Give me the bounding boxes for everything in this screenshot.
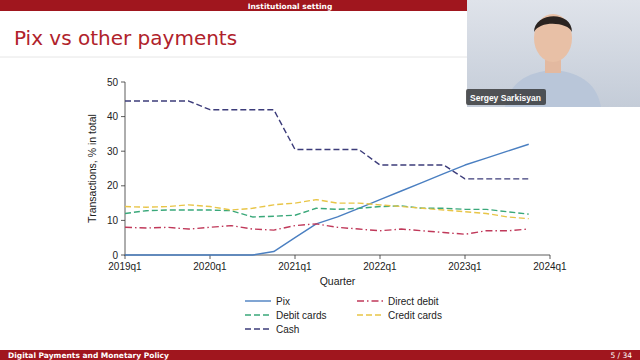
y-tick-label: 50	[107, 77, 119, 88]
chart: 0 10 20 30 40 50 2019q1 2020q1 2021q1 2022q1 2023q…	[86, 77, 567, 288]
x-tick-label: 2024q1	[533, 261, 567, 272]
legend-swatch	[245, 300, 271, 301]
y-tick-label: 40	[107, 111, 119, 122]
webcam: Sergey Sarkisyan	[466, 0, 640, 107]
page-number: 5 / 34	[610, 351, 632, 360]
background	[0, 0, 640, 360]
legend-label: Direct debit	[388, 296, 439, 307]
series-line	[125, 101, 529, 179]
x-tick-label: 2022q1	[363, 261, 397, 272]
legend-label: Debit cards	[276, 310, 327, 321]
footer-title: Digital Payments and Monetary Policy	[8, 351, 169, 360]
y-tick	[121, 220, 125, 221]
x-tick	[550, 255, 551, 259]
slide: Institutional setting Pix vs other paymen…	[0, 0, 640, 360]
webcam-frame	[467, 0, 640, 107]
y-axis	[125, 82, 126, 256]
x-tick	[295, 255, 296, 259]
legend-swatch	[357, 314, 383, 315]
footer-bar	[0, 350, 640, 360]
legend-swatch	[245, 314, 271, 315]
y-tick	[121, 116, 125, 117]
x-tick	[380, 255, 381, 259]
x-tick-label: 2021q1	[278, 261, 312, 272]
y-tick	[121, 185, 125, 186]
y-tick-label: 0	[112, 250, 118, 261]
webcam-face	[534, 14, 572, 62]
slide-title: Pix vs other payments	[14, 26, 237, 50]
x-tick-label: 2023q1	[448, 261, 482, 272]
legend-label: Credit cards	[388, 310, 442, 321]
x-axis-title: Quarter	[320, 275, 356, 287]
participant-name: Sergey Sarkisyan	[470, 93, 541, 103]
legend-swatch	[357, 300, 383, 301]
legend-label: Cash	[276, 324, 299, 335]
name-badge	[466, 89, 546, 105]
y-tick-label: 10	[107, 215, 119, 226]
y-tick	[121, 255, 125, 256]
x-tick	[465, 255, 466, 259]
x-tick-label: 2019q1	[108, 261, 142, 272]
legend-swatch	[245, 328, 271, 329]
legend: Pix Direct debit Debit cards Credit cards Ca…	[245, 296, 442, 335]
x-tick-label: 2020q1	[193, 261, 227, 272]
series-line	[125, 144, 529, 255]
series-line	[125, 224, 529, 234]
y-tick	[121, 82, 125, 83]
y-tick-label: 20	[107, 180, 119, 191]
series-group	[125, 101, 529, 255]
legend-label: Pix	[276, 296, 290, 307]
section-label: Institutional setting	[248, 2, 333, 11]
webcam-hair	[534, 16, 572, 32]
series-line	[125, 200, 529, 219]
y-axis-title: Transactions, % in total	[86, 114, 98, 223]
y-tick-label: 30	[107, 146, 119, 157]
y-tick	[121, 151, 125, 152]
